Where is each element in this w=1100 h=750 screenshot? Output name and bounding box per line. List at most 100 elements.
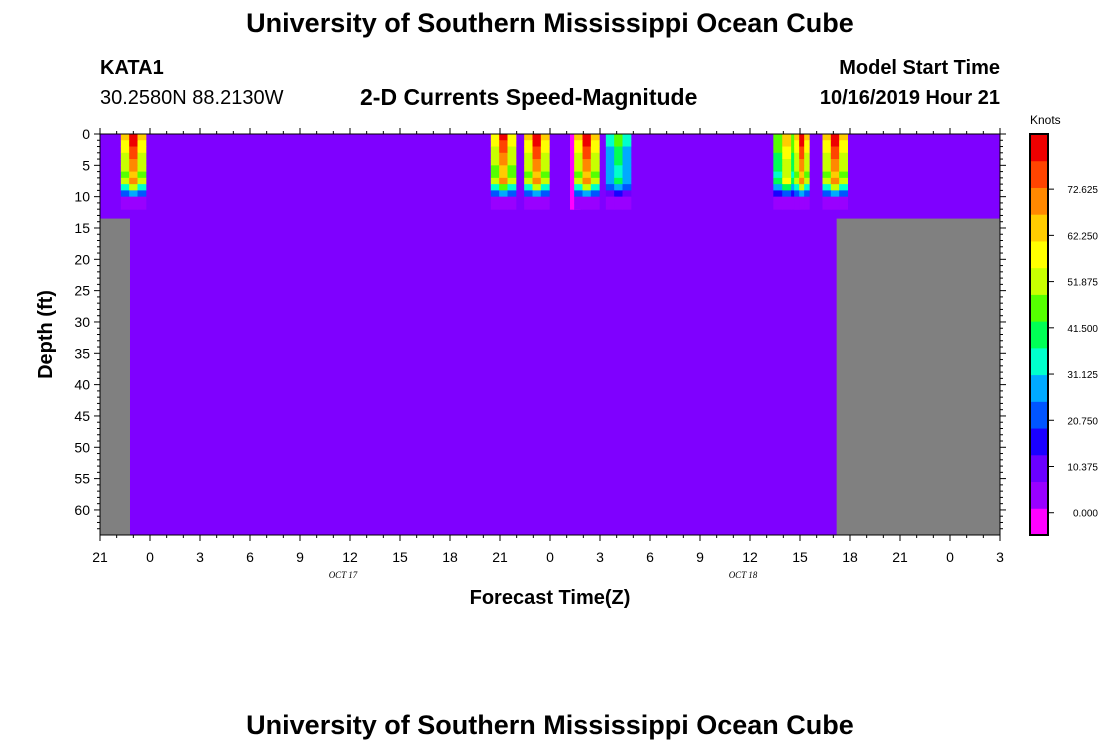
current-cell (794, 146, 800, 154)
current-cell (137, 146, 147, 154)
current-cell (574, 159, 583, 166)
current-cell (499, 152, 508, 160)
current-cell (782, 190, 792, 198)
current-cell (614, 171, 623, 179)
current-cell (605, 165, 615, 173)
current-cell (507, 171, 517, 179)
current-cell (524, 165, 533, 173)
colorbar-segment (1030, 294, 1048, 322)
current-cell (499, 171, 508, 179)
current-cell (499, 134, 508, 141)
current-cell (532, 196, 542, 204)
current-cell (830, 177, 840, 185)
current-cell (137, 190, 147, 198)
x-tick-label: 0 (946, 549, 954, 565)
current-cell (540, 190, 550, 198)
current-cell (507, 146, 517, 154)
y-tick-label: 55 (74, 471, 90, 487)
date-label: OCT 18 (729, 570, 758, 580)
current-cell (574, 190, 583, 198)
current-cell (499, 140, 508, 148)
current-cell (574, 196, 583, 204)
x-tick-label: 15 (792, 549, 808, 565)
y-tick-label: 30 (74, 314, 90, 330)
current-cell (540, 152, 550, 160)
y-tick-label: 25 (74, 283, 90, 299)
current-event (605, 134, 632, 210)
current-cell (822, 134, 832, 141)
current-cell (570, 146, 574, 154)
current-cell (605, 134, 615, 141)
current-cell (830, 159, 840, 166)
current-cell (590, 190, 600, 198)
current-cell (822, 165, 832, 173)
current-cell (590, 146, 600, 154)
current-cell (507, 165, 517, 173)
current-cell (120, 196, 130, 204)
x-tick-label: 0 (146, 549, 154, 565)
current-cell (129, 134, 138, 141)
current-cell (614, 152, 623, 160)
colorbar-segment (1030, 481, 1048, 509)
current-cell (507, 184, 517, 191)
current-cell (804, 171, 810, 179)
current-cell (839, 202, 848, 210)
current-cell (570, 134, 574, 141)
colorbar-frame (1029, 133, 1049, 536)
station-coords: 30.2580N 88.2130W (100, 87, 284, 109)
current-cell (605, 171, 615, 179)
current-cell (490, 146, 500, 154)
current-cell (540, 202, 550, 210)
current-cell (507, 134, 517, 141)
footer-title: University of Southern Mississippi Ocean… (246, 710, 854, 740)
current-cell (129, 177, 138, 185)
current-cell (120, 146, 130, 154)
current-cell (822, 184, 832, 191)
current-cell (622, 202, 632, 210)
y-axis-label: Depth (ft) (35, 290, 57, 379)
current-cell (499, 196, 508, 204)
current-cell (507, 159, 517, 166)
current-cell (129, 184, 138, 191)
current-cell (804, 159, 810, 166)
current-cell (524, 196, 533, 204)
colorbar-segment (1030, 347, 1048, 376)
current-cell (804, 152, 810, 160)
y-tick-label: 5 (82, 157, 90, 173)
current-cell (570, 184, 574, 191)
current-cell (129, 165, 138, 173)
current-cell (570, 196, 574, 204)
current-cell (773, 146, 783, 154)
current-cell (799, 165, 805, 173)
current-cell (532, 146, 542, 154)
current-cell (830, 152, 840, 160)
current-cell (839, 190, 848, 198)
current-event (574, 134, 600, 210)
current-cell (782, 184, 792, 191)
current-cell (137, 152, 147, 160)
current-cell (490, 202, 500, 210)
current-cell (570, 171, 574, 179)
current-cell (822, 159, 832, 166)
current-cell (799, 171, 805, 179)
current-cell (532, 171, 542, 179)
colorbar-segment (1030, 267, 1048, 295)
current-cell (822, 152, 832, 160)
current-cell (524, 184, 533, 191)
current-cell (839, 159, 848, 166)
current-cell (822, 146, 832, 154)
current-cell (830, 202, 840, 210)
current-cell (782, 177, 792, 185)
x-tick-label: 21 (492, 549, 508, 565)
current-cell (605, 202, 615, 210)
current-cell (773, 140, 783, 148)
current-cell (614, 190, 623, 198)
current-cell (782, 202, 792, 210)
current-cell (773, 171, 783, 179)
current-cell (773, 190, 783, 198)
current-cell (782, 159, 792, 166)
current-cell (839, 196, 848, 204)
current-cell (782, 152, 792, 160)
current-cell (799, 202, 805, 210)
x-tick-label: 6 (246, 549, 254, 565)
